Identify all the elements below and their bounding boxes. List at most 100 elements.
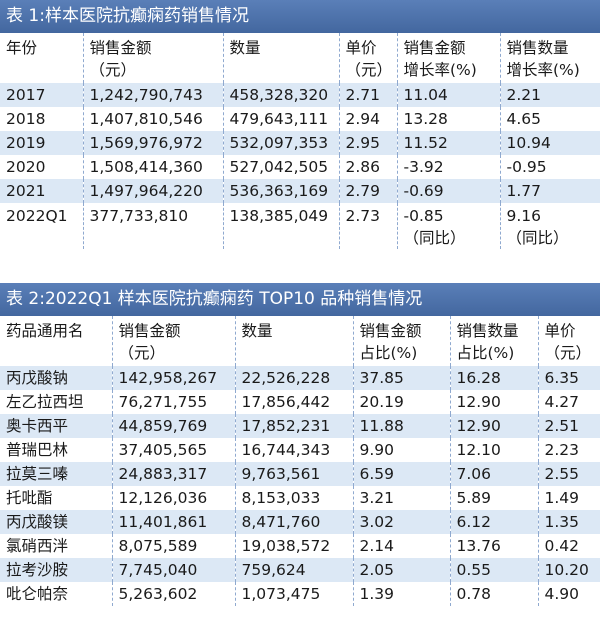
table-cell: 1.77	[500, 179, 600, 203]
table-cell: 458,328,320	[223, 83, 340, 107]
table-cell: 7,745,040	[112, 558, 236, 582]
table-cell: 2.73	[339, 203, 398, 249]
table-cell: 12.10	[450, 438, 539, 462]
table-row: 左乙拉西坦 76,271,755 17,856,442 20.19 12.90 4.27	[0, 390, 600, 414]
sales-table-2: 表 2:2022Q1 样本医院抗癫痫药 TOP10 品种销售情况 药品通用名 销…	[0, 283, 600, 606]
table-cell: 0.55	[450, 558, 539, 582]
table-row: 吡仑帕奈 5,263,602 1,073,475 1.39 0.78 4.90	[0, 582, 600, 606]
table-cell: 2017	[0, 83, 84, 107]
table-cell: 普瑞巴林	[0, 438, 113, 462]
table-cell: 5,263,602	[112, 582, 236, 606]
table-row: 氯硝西泮 8,075,589 19,038,572 2.14 13.76 0.42	[0, 534, 600, 558]
table-cell: 12.90	[450, 390, 539, 414]
table-cell: 2.79	[339, 179, 398, 203]
table-cell: 2.95	[339, 131, 398, 155]
table-cell: 10.20	[538, 558, 600, 582]
table-cell: 17,852,231	[235, 414, 354, 438]
table-cell: 76,271,755	[112, 390, 236, 414]
table-cell: 536,363,169	[223, 179, 340, 203]
table-gap	[0, 258, 600, 283]
table-cell: 左乙拉西坦	[0, 390, 113, 414]
table-cell: 9.90	[353, 438, 451, 462]
table-row: 托吡酯 12,126,036 8,153,033 3.21 5.89 1.49	[0, 486, 600, 510]
table-cell: 138,385,049	[223, 203, 340, 249]
table-cell: 19,038,572	[235, 534, 354, 558]
table-cell: 2.71	[339, 83, 398, 107]
table-cell: 2020	[0, 155, 84, 179]
table-cell: 2019	[0, 131, 84, 155]
table-cell: 2022Q1	[0, 203, 84, 249]
header-cell: 销售金额 占比(%)	[353, 316, 451, 366]
table-cell: 1,073,475	[235, 582, 354, 606]
table-cell: 759,624	[235, 558, 354, 582]
table-cell: 20.19	[353, 390, 451, 414]
table-cell: 13.76	[450, 534, 539, 558]
table-cell: 托吡酯	[0, 486, 113, 510]
table-cell: 37,405,565	[112, 438, 236, 462]
table-cell: 2.94	[339, 107, 398, 131]
table-cell: 142,958,267	[112, 366, 236, 390]
table-cell: 1,497,964,220	[83, 179, 224, 203]
table-1-grid: 年份 销售金额 （元） 数量 单价 （元） 销售金额 增长率(%) 销售数量 增长率(%…	[0, 33, 600, 249]
table-cell: 1.49	[544, 489, 580, 507]
table-cell: 1,242,790,743	[83, 83, 224, 107]
table-cell: 6.59	[353, 462, 451, 486]
table-cell: 377,733,810	[83, 203, 224, 249]
table-row: 2021 1,497,964,220 536,363,169 2.79 -0.69 1.7…	[0, 179, 600, 203]
table-cell: 8,471,760	[235, 510, 354, 534]
table-cell: 2.55	[538, 462, 600, 486]
header-cell: 销售金额 （元）	[112, 316, 236, 366]
table-cell: 1,508,414,360	[83, 155, 224, 179]
table-row: 奥卡西平 44,859,769 17,852,231 11.88 12.90 2.51	[0, 414, 600, 438]
table-cell: 6.35	[538, 366, 600, 390]
table-cell: -0.69	[397, 179, 501, 203]
table-row: 2020 1,508,414,360 527,042,505 2.86 -3.92 -0.…	[0, 155, 600, 179]
table-row: 2022Q1 377,733,810 138,385,049 2.73 -0.8…	[0, 203, 600, 249]
table-cell: 44,859,769	[112, 414, 236, 438]
table-1-header-row: 年份 销售金额 （元） 数量 单价 （元） 销售金额 增长率(%) 销售数量 增长率(%…	[0, 33, 600, 83]
table-cell: 11.52	[397, 131, 501, 155]
table-cell: 24,883,317	[112, 462, 236, 486]
table-cell: 532,097,353	[223, 131, 340, 155]
table-cell: 7.06	[450, 462, 539, 486]
table-cell: 2018	[0, 107, 84, 131]
table-cell: 3.21	[353, 486, 451, 510]
table-row: 2019 1,569,976,972 532,097,353 2.95 11.52 10.…	[0, 131, 600, 155]
table-2-title: 表 2:2022Q1 样本医院抗癫痫药 TOP10 品种销售情况	[0, 283, 600, 316]
table-cell: 11.88	[353, 414, 451, 438]
table-1-title: 表 1:样本医院抗癫痫药销售情况	[0, 0, 600, 33]
table-row: 丙戊酸钠 142,958,267 22,526,228 37.85 16.28 6.35	[0, 366, 600, 390]
table-cell: 丙戊酸镁	[0, 510, 113, 534]
table-cell: 4.90	[544, 585, 580, 603]
table-cell: 0.78	[450, 582, 539, 606]
header-cell: 年份	[0, 33, 84, 83]
table-cell: 22,526,228	[235, 366, 354, 390]
table-cell: 8,153,033	[235, 486, 354, 510]
header-cell: 单价 （元）	[544, 322, 592, 362]
table-cell: 12,126,036	[112, 486, 236, 510]
table-row: 普瑞巴林 37,405,565 16,744,343 9.90 12.10 2.23	[0, 438, 600, 462]
table-cell: 1,407,810,546	[83, 107, 224, 131]
table-cell: 16,744,343	[235, 438, 354, 462]
table-cell: 8,075,589	[112, 534, 236, 558]
table-cell: 3.02	[353, 510, 451, 534]
table-cell: 2.21	[500, 83, 600, 107]
table-cell: 17,856,442	[235, 390, 354, 414]
table-row: 丙戊酸镁 11,401,861 8,471,760 3.02 6.12 1.35	[0, 510, 600, 534]
header-cell: 销售数量 增长率(%)	[506, 39, 580, 79]
table-cell: 丙戊酸钠	[0, 366, 113, 390]
table-cell: 13.28	[397, 107, 501, 131]
table-cell: 37.85	[353, 366, 451, 390]
header-cell: 销售数量 占比(%)	[450, 316, 539, 366]
table-cell: 奥卡西平	[0, 414, 113, 438]
header-cell: 数量	[235, 316, 354, 366]
table-cell: 1,569,976,972	[83, 131, 224, 155]
header-cell: 单价 （元）	[339, 33, 398, 83]
table-cell: 吡仑帕奈	[0, 582, 113, 606]
table-cell: 拉莫三嗪	[0, 462, 113, 486]
table-2-grid: 药品通用名 销售金额 （元） 数量 销售金额 占比(%) 销售数量 占比(%) 单价（…	[0, 316, 600, 606]
header-cell: 药品通用名	[0, 316, 113, 366]
sales-table-1: 表 1:样本医院抗癫痫药销售情况 年份 销售金额 （元） 数量 单价 （元） 销售金…	[0, 0, 600, 249]
table-row: 2018 1,407,810,546 479,643,111 2.94 13.28 4.6…	[0, 107, 600, 131]
table-row: 拉考沙胺 7,745,040 759,624 2.05 0.55 10.20	[0, 558, 600, 582]
